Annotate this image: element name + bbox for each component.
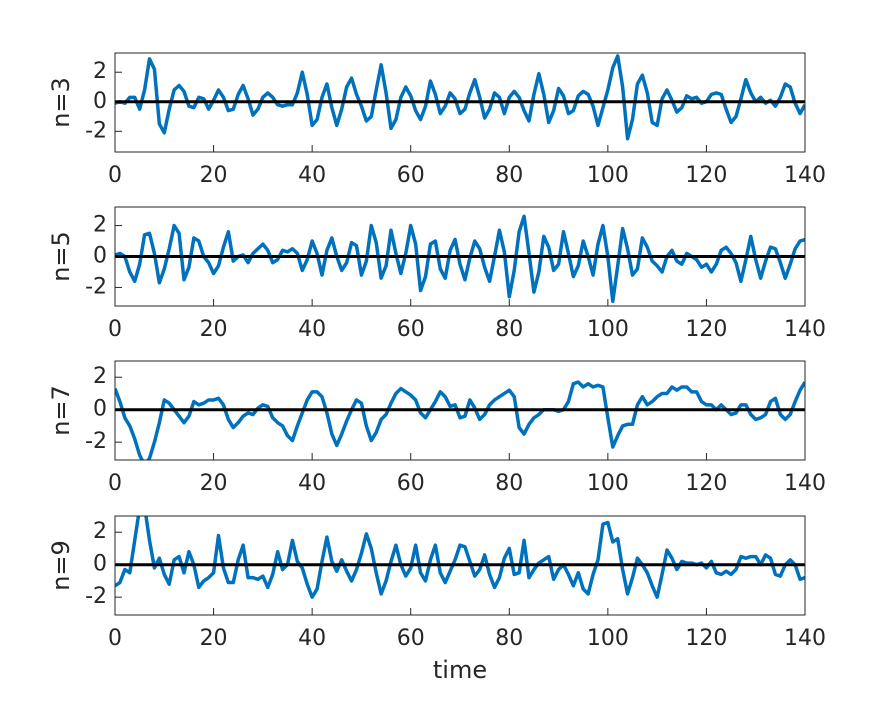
x-tick-label: 120	[685, 626, 727, 651]
x-tick-label: 120	[685, 471, 727, 496]
x-tick-label: 140	[784, 317, 826, 342]
x-tick-label: 20	[200, 163, 228, 188]
x-tick-label: 140	[784, 626, 826, 651]
x-tick-label: 100	[587, 163, 629, 188]
y-axis-label: n=5	[47, 231, 75, 282]
x-tick-label: 60	[397, 317, 425, 342]
x-tick-label: 0	[108, 626, 122, 651]
y-tick-label: 0	[93, 89, 107, 114]
y-tick-label: -2	[85, 429, 107, 454]
x-tick-label: 100	[587, 317, 629, 342]
x-tick-label: 20	[200, 626, 228, 651]
x-tick-label: 80	[495, 626, 523, 651]
x-tick-label: 40	[298, 471, 326, 496]
x-axis-label: time	[433, 656, 487, 684]
x-tick-label: 60	[397, 626, 425, 651]
axes-frame	[114, 52, 806, 153]
y-tick-label: 2	[93, 213, 107, 238]
y-tick-label: 0	[93, 397, 107, 422]
y-axis-label: n=3	[47, 77, 75, 128]
x-tick-label: 0	[108, 317, 122, 342]
x-tick-label: 0	[108, 163, 122, 188]
x-tick-label: 140	[784, 163, 826, 188]
y-tick-label: 2	[93, 519, 107, 544]
data-line	[115, 54, 805, 141]
x-tick-label: 40	[298, 626, 326, 651]
x-tick-label: 60	[397, 163, 425, 188]
y-tick-label: 2	[93, 59, 107, 84]
x-tick-label: 0	[108, 471, 122, 496]
data-line	[115, 380, 805, 460]
data-line	[115, 516, 805, 599]
axes-frame	[114, 360, 806, 461]
y-axis-label: n=7	[47, 385, 75, 436]
x-tick-label: 140	[784, 471, 826, 496]
y-tick-label: -2	[85, 274, 107, 299]
axes-frame	[114, 206, 806, 307]
y-tick-label: -2	[85, 118, 107, 143]
x-tick-label: 80	[495, 317, 523, 342]
axes-frame	[114, 515, 806, 616]
x-tick-label: 100	[587, 471, 629, 496]
x-tick-label: 40	[298, 317, 326, 342]
x-tick-label: 20	[200, 471, 228, 496]
y-tick-label: 2	[93, 364, 107, 389]
x-tick-label: 20	[200, 317, 228, 342]
x-tick-label: 60	[397, 471, 425, 496]
x-tick-label: 80	[495, 471, 523, 496]
x-tick-label: 80	[495, 163, 523, 188]
x-tick-label: 120	[685, 317, 727, 342]
y-tick-label: 0	[93, 552, 107, 577]
y-axis-label: n=9	[47, 540, 75, 591]
x-tick-label: 100	[587, 626, 629, 651]
x-tick-label: 40	[298, 163, 326, 188]
x-tick-label: 120	[685, 163, 727, 188]
y-tick-label: 0	[93, 244, 107, 269]
y-tick-label: -2	[85, 584, 107, 609]
